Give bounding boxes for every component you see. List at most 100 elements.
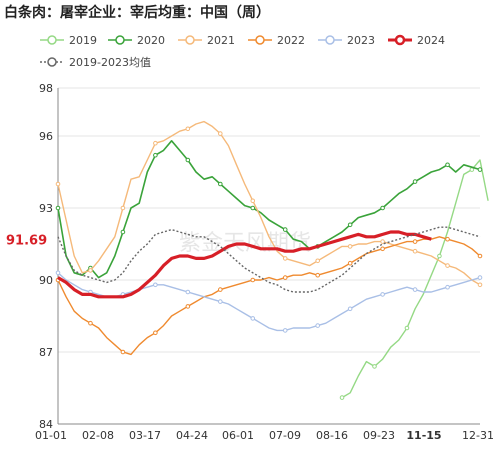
series-point [380, 292, 385, 297]
series-point [153, 330, 158, 336]
x-tick-label: 09-23 [363, 429, 395, 442]
legend-item[interactable]: 2019-2023均值 [40, 56, 151, 69]
series-line-2019-2023均值 [57, 226, 481, 293]
series-point [185, 289, 191, 295]
series-point [88, 320, 93, 326]
series-line-2020 [57, 140, 481, 279]
series-point [153, 152, 158, 158]
y-tick-label: 90 [39, 274, 53, 287]
series-point [477, 275, 483, 280]
legend-marker [394, 34, 406, 46]
series-point [120, 205, 126, 211]
series-point [380, 205, 385, 211]
series-point [120, 229, 126, 235]
series-point [339, 395, 345, 400]
series-point [282, 227, 288, 232]
series-point [445, 263, 450, 268]
x-tick-label: 12-31 [462, 429, 494, 442]
legend-marker [325, 35, 335, 45]
legend-item[interactable]: 2022 [248, 34, 305, 47]
series-point [55, 205, 61, 211]
series-point [218, 181, 223, 187]
x-tick-label: 04-24 [176, 429, 208, 442]
legend-item[interactable]: 2021 [178, 34, 235, 47]
series-point [347, 306, 353, 312]
series-point [55, 181, 61, 187]
legend-label: 2019 [69, 34, 97, 47]
series-point [445, 284, 450, 290]
series-point [404, 325, 410, 331]
series-point [218, 299, 223, 304]
legend-item[interactable]: 2019 [40, 34, 97, 47]
series-point [477, 167, 483, 172]
series-point [153, 282, 158, 288]
legend-label: 2019-2023均值 [69, 56, 151, 69]
series-line-2022 [57, 236, 481, 356]
series-point [445, 162, 450, 168]
series-point [372, 364, 377, 369]
series-point [412, 287, 418, 292]
legend-marker [47, 35, 57, 45]
x-tick-label: 07-09 [269, 429, 301, 442]
legend-label: 2020 [137, 34, 165, 47]
series-point [185, 126, 191, 132]
series-point [153, 140, 158, 146]
x-tick-label: 01-01 [35, 429, 67, 442]
series-point [218, 131, 223, 136]
y-tick-label: 98 [39, 82, 53, 95]
series-point [412, 248, 418, 254]
series-point [250, 277, 256, 283]
legend-item[interactable]: 2023 [318, 34, 375, 47]
series-point [250, 316, 256, 321]
series-point [88, 268, 93, 273]
legend-marker [185, 35, 195, 45]
series-point [218, 287, 223, 292]
legend-label: 2022 [277, 34, 305, 47]
x-tick-label: 08-16 [316, 429, 348, 442]
legend-marker [255, 35, 265, 45]
series-point [347, 244, 353, 249]
series-point [55, 270, 61, 276]
series-point [185, 304, 191, 309]
legend-marker [115, 35, 125, 45]
series-point [250, 198, 256, 204]
series-point [477, 282, 483, 288]
series-point [412, 179, 418, 184]
legend-label: 2021 [207, 34, 235, 47]
legend-item[interactable]: 2024 [388, 34, 445, 47]
y-tick-label: 84 [39, 418, 53, 431]
series-point [282, 256, 288, 261]
series-point [380, 246, 385, 252]
highlight-value-label: 91.69 [6, 233, 47, 248]
series-point [185, 157, 191, 163]
series-point [477, 253, 483, 259]
series-point [347, 260, 353, 266]
legend-label: 2024 [417, 34, 445, 47]
series-line-2021 [57, 120, 481, 286]
series-point [282, 275, 288, 280]
y-tick-label: 93 [39, 202, 53, 215]
series-line-2024 [57, 230, 432, 299]
legend-item[interactable]: 2020 [108, 34, 165, 47]
y-tick-label: 96 [39, 130, 53, 143]
series-line-2019 [341, 159, 489, 399]
series-point [347, 222, 353, 228]
series-point [412, 239, 418, 244]
x-tick-label: 06-01 [222, 429, 254, 442]
series-point [437, 253, 442, 259]
series-point [120, 349, 126, 355]
legend-marker [47, 57, 57, 67]
series-point [315, 258, 320, 264]
series-point [445, 236, 450, 242]
series-point [282, 328, 288, 333]
y-tick-label: 87 [39, 346, 53, 359]
series-point [315, 272, 320, 278]
series-point [380, 239, 385, 244]
x-tick-label: 02-08 [82, 429, 114, 442]
series-point [315, 323, 320, 328]
x-tick-label: 03-17 [129, 429, 161, 442]
x-tick-label: 11-15 [406, 429, 441, 442]
chart-title: 白条肉：屠宰企业：宰后均重：中国（周） [4, 5, 270, 21]
series-point [250, 205, 256, 211]
